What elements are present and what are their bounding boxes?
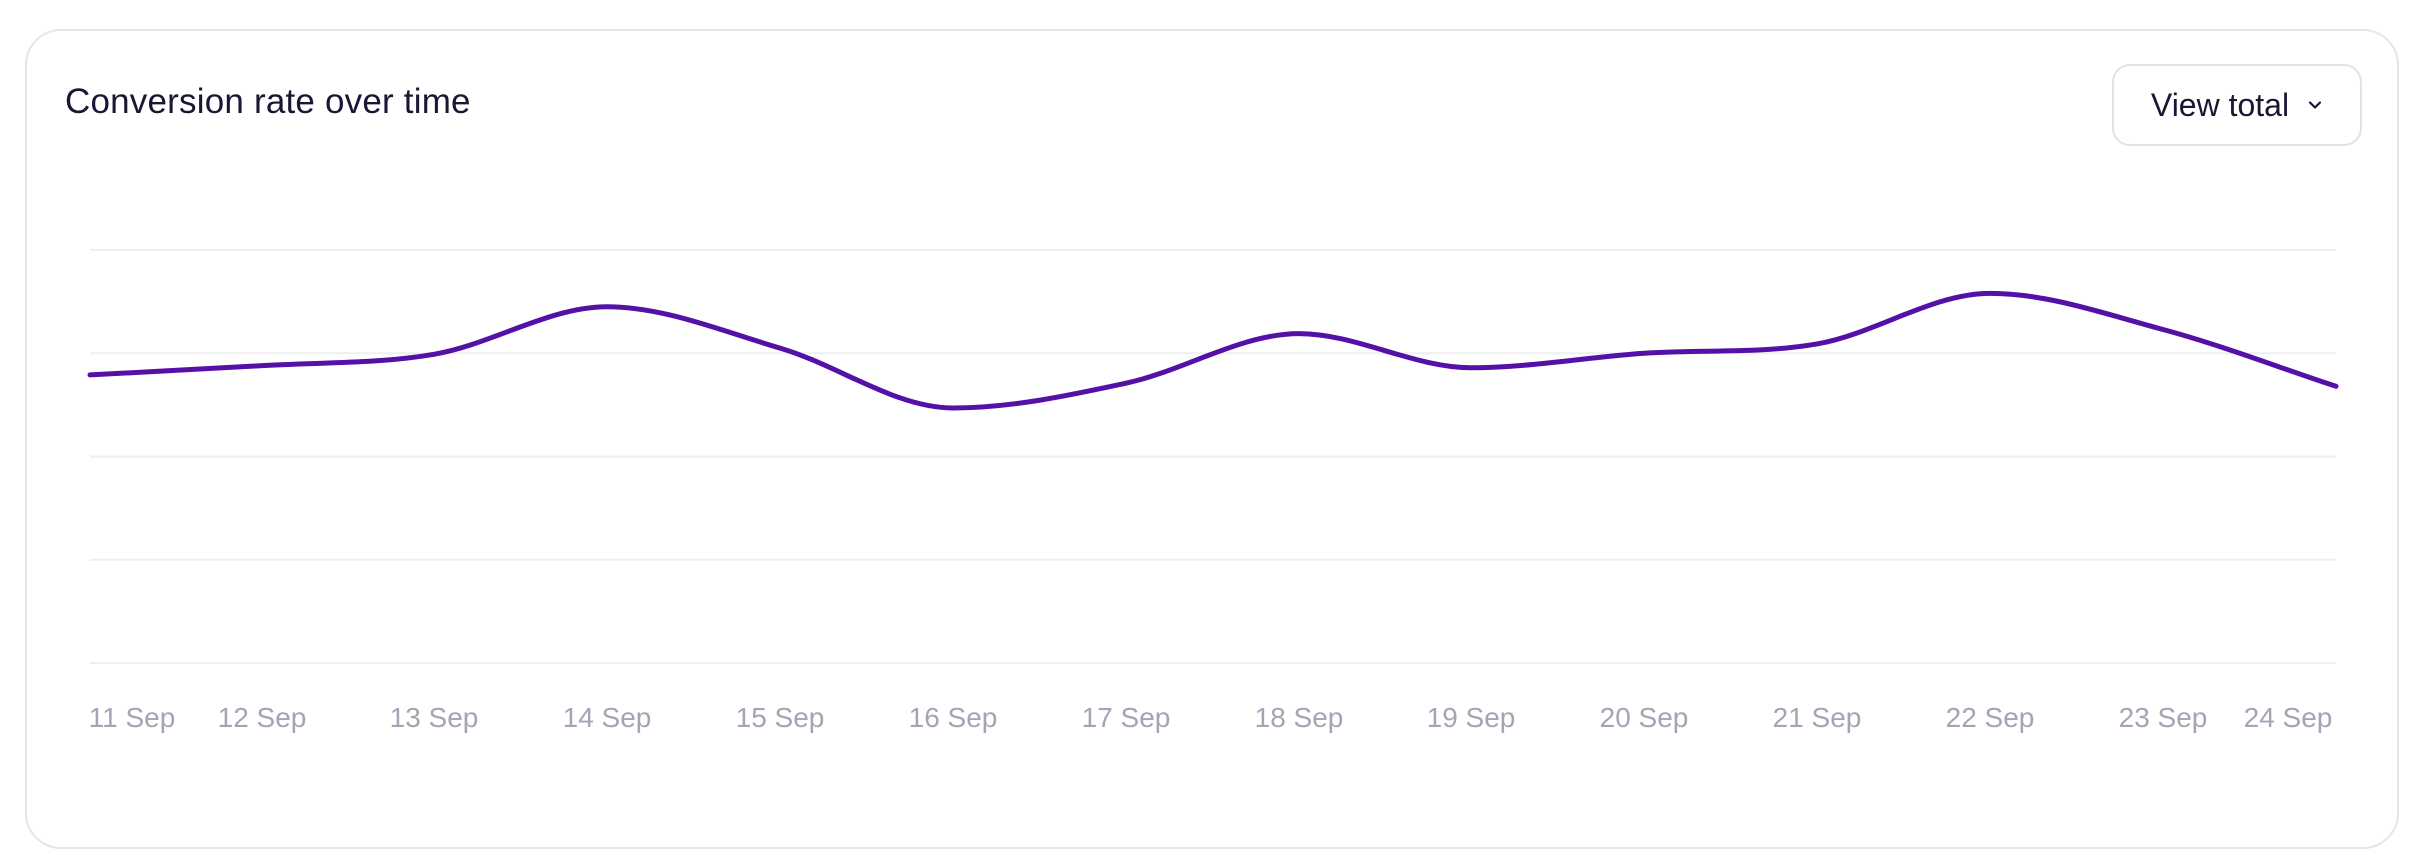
x-tick-label: 12 Sep	[218, 702, 307, 733]
x-tick-label: 15 Sep	[736, 702, 825, 733]
chart-title: Conversion rate over time	[65, 82, 471, 121]
x-tick-label: 20 Sep	[1600, 702, 1689, 733]
gridlines	[90, 249, 2336, 664]
x-tick-label: 11 Sep	[89, 702, 176, 733]
view-total-dropdown[interactable]: View total	[2112, 64, 2362, 146]
x-tick-label: 21 Sep	[1773, 702, 1862, 733]
x-tick-label: 14 Sep	[563, 702, 652, 733]
x-tick-label: 18 Sep	[1255, 702, 1344, 733]
x-axis-ticks: 11 Sep 12 Sep 13 Sep 14 Sep 15 Sep 16 Sep 17 S…	[89, 702, 2333, 733]
series-line-0	[87, 290, 2339, 411]
x-tick-label: 19 Sep	[1427, 702, 1516, 733]
chevron-down-icon	[2307, 97, 2323, 113]
x-tick-label: 17 Sep	[1082, 702, 1171, 733]
x-tick-label: 16 Sep	[909, 702, 998, 733]
x-tick-label: 22 Sep	[1946, 702, 2035, 733]
view-total-label: View total	[2150, 86, 2290, 123]
x-tick-label: 23 Sep	[2119, 702, 2208, 733]
chart-card	[25, 29, 2399, 849]
x-tick-label: 13 Sep	[390, 702, 479, 733]
x-tick-label: 24 Sep	[2244, 702, 2333, 733]
